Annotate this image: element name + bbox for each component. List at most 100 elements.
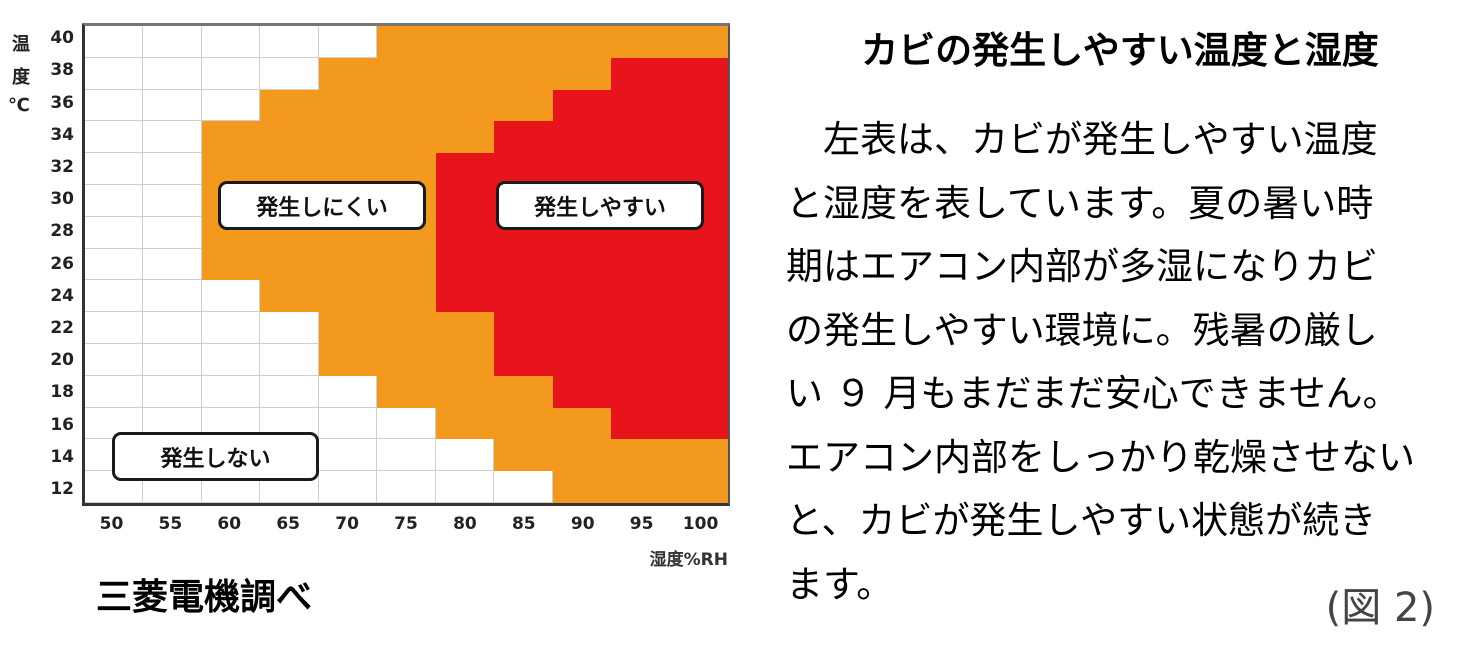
grid-cell — [201, 375, 261, 408]
grid-cell — [85, 312, 144, 344]
grid-cell — [377, 26, 436, 58]
grid-cell — [318, 89, 378, 122]
x-axis-label: 湿度%RH — [649, 550, 728, 570]
grid-cell — [552, 407, 612, 440]
y-tick-label: 38 — [50, 60, 74, 81]
grid-cell — [201, 280, 261, 313]
grid-cell — [143, 89, 202, 122]
y-tick-label: 22 — [50, 317, 74, 338]
grid-cell — [611, 248, 670, 281]
grid-cell — [494, 407, 553, 440]
grid-cell — [435, 248, 495, 281]
grid-cell — [377, 312, 436, 344]
grid-cell — [435, 89, 495, 122]
grid-cell — [494, 248, 553, 281]
zone-label-unlikely: 発生しにくい — [218, 181, 426, 230]
grid-cell — [318, 248, 378, 281]
grid-cell — [260, 26, 319, 58]
grid-cell — [377, 280, 436, 313]
y-axis-label-char: 温 — [12, 34, 30, 55]
grid-cell — [552, 89, 612, 122]
grid-cell — [377, 57, 436, 90]
grid-cell — [669, 375, 728, 408]
grid-cell — [552, 343, 612, 376]
grid-cell — [318, 121, 378, 154]
grid-cell — [377, 248, 436, 281]
article-line: と湿度を表しています。夏の暑い時 — [786, 181, 1374, 225]
grid-cell — [318, 439, 378, 472]
grid-cell — [318, 26, 378, 58]
grid-cell — [669, 471, 728, 503]
grid-cell — [143, 248, 202, 281]
article-line: 期はエアコン内部が多湿になりカビ — [786, 245, 1378, 288]
grid-cell — [85, 375, 144, 408]
grid-cell — [377, 343, 436, 376]
grid-cell — [494, 121, 553, 154]
grid-cell — [260, 57, 319, 90]
grid-cell — [377, 121, 436, 154]
grid-cell — [611, 26, 670, 58]
grid-cell — [143, 153, 202, 185]
grid-cell — [85, 343, 144, 376]
grid-cell — [377, 375, 436, 408]
grid-cell — [611, 89, 670, 122]
grid-cell — [435, 471, 495, 503]
grid-cell — [143, 26, 202, 58]
grid-cell — [611, 375, 670, 408]
y-tick-label: 30 — [50, 189, 74, 210]
grid-cell — [611, 121, 670, 154]
grid-cell — [143, 121, 202, 154]
grid-cell — [201, 312, 261, 344]
grid-cell — [669, 439, 728, 472]
x-tick-label: 70 — [335, 514, 359, 534]
zone-label-none: 発生しない — [112, 432, 319, 481]
grid-cell — [669, 248, 728, 281]
grid-cell — [260, 248, 319, 281]
x-tick-label: 85 — [511, 514, 536, 534]
grid-cell — [260, 312, 319, 344]
grid-cell — [201, 57, 261, 90]
grid-cell — [143, 312, 202, 344]
grid-cell — [435, 312, 495, 344]
grid-cell — [201, 121, 261, 154]
grid-cell — [435, 184, 495, 217]
grid-cell — [377, 407, 436, 440]
grid-cell — [143, 216, 202, 249]
y-tick-label: 16 — [50, 414, 74, 435]
x-tick-label: 95 — [629, 514, 654, 534]
article-line: ます。 — [786, 562, 894, 606]
y-axis-label-char: 度 — [12, 67, 30, 88]
grid-cell — [552, 439, 612, 472]
grid-cell — [552, 26, 612, 58]
x-tick-label: 90 — [570, 514, 595, 534]
grid-cell — [318, 153, 378, 185]
grid-cell — [611, 407, 670, 440]
grid-cell — [377, 89, 436, 122]
grid-cell — [201, 153, 261, 185]
grid-cell — [85, 26, 144, 58]
y-tick-label: 14 — [50, 446, 74, 467]
grid-cell — [260, 89, 319, 122]
chart-source: 三菱電機調べ — [96, 577, 313, 618]
grid-cell — [143, 375, 202, 408]
grid-cell — [494, 312, 553, 344]
grid-cell — [552, 121, 612, 154]
grid-cell — [260, 375, 319, 408]
grid-cell — [611, 312, 670, 344]
grid-cell — [669, 343, 728, 376]
grid-cell — [552, 312, 612, 344]
grid-cell — [435, 121, 495, 154]
y-axis-label-char: ℃ — [8, 95, 30, 116]
grid-cell — [494, 343, 553, 376]
grid-cell — [318, 280, 378, 313]
grid-cell — [611, 471, 670, 503]
y-tick-label: 18 — [50, 382, 74, 403]
grid-cell — [260, 343, 319, 376]
grid-cell — [435, 57, 495, 90]
grid-cell — [260, 121, 319, 154]
grid-cell — [494, 57, 553, 90]
y-tick-label: 24 — [50, 285, 74, 306]
article-body: 左表は、カビが発生しやすい温度 と湿度を表しています。夏の暑い時 期はエアコン内… — [786, 108, 1446, 616]
grid-cell — [494, 471, 553, 503]
grid-cell — [552, 280, 612, 313]
